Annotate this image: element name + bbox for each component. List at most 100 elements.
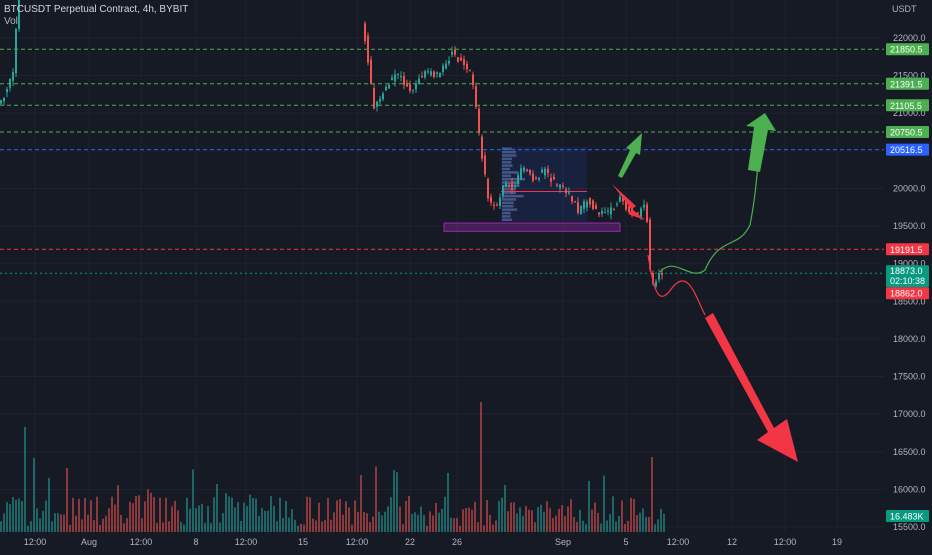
- volume-bar: [60, 514, 62, 532]
- volume-bar: [408, 496, 410, 532]
- volume-bar: [129, 501, 131, 532]
- candle: [622, 196, 624, 202]
- volume-bar: [414, 512, 416, 532]
- volume-bar: [627, 520, 629, 532]
- volume-bar: [462, 509, 464, 532]
- volume-bar: [291, 509, 293, 532]
- support-box: [443, 222, 621, 232]
- volume-bar: [303, 524, 305, 532]
- volume-bar: [405, 500, 407, 532]
- volume-bar: [654, 524, 656, 532]
- volume-bar: [624, 523, 626, 532]
- candle: [391, 77, 393, 81]
- volume-bar: [15, 499, 17, 532]
- volume-bar: [216, 484, 218, 532]
- volume-bar: [234, 507, 236, 532]
- volume-bar: [633, 498, 635, 532]
- volume-bar: [375, 466, 377, 532]
- volume-bar: [606, 520, 608, 532]
- candle: [457, 57, 459, 62]
- volume-bar: [267, 510, 269, 532]
- volume-bar: [27, 525, 29, 532]
- volume-bar: [465, 508, 467, 532]
- candle: [580, 205, 582, 215]
- candle: [469, 70, 471, 72]
- volume-bar: [486, 500, 488, 532]
- volume-bar: [108, 508, 110, 532]
- candle: [394, 74, 396, 82]
- volume-bar: [261, 508, 263, 532]
- volume-bar: [315, 520, 317, 532]
- candle: [496, 204, 498, 206]
- volume-bar: [363, 511, 365, 532]
- volume-bar: [123, 523, 125, 532]
- volume-bar: [453, 518, 455, 532]
- volume-bar: [513, 502, 515, 532]
- candle: [421, 76, 423, 78]
- volume-bar: [603, 475, 605, 532]
- candle: [643, 204, 645, 208]
- price-level-tag-bg: [886, 143, 929, 156]
- volume-bar: [279, 497, 281, 532]
- volume-bar: [570, 499, 572, 532]
- price-level-tag-bg: [886, 125, 929, 138]
- candle: [499, 197, 501, 206]
- volume-bar: [597, 512, 599, 532]
- volume-bar: [441, 508, 443, 532]
- candle: [454, 49, 456, 55]
- volume-bar: [534, 522, 536, 532]
- volume-bar: [585, 524, 587, 532]
- volume-bar: [342, 514, 344, 532]
- candle: [3, 97, 5, 102]
- volume-bar: [411, 513, 413, 532]
- time-tick-label: 22: [405, 537, 415, 547]
- current-price-tag-bg: [886, 265, 929, 288]
- price-tick-label: 17500.0: [893, 372, 926, 382]
- volume-bar: [18, 498, 20, 532]
- volume-bar: [177, 510, 179, 532]
- volume-bar: [144, 501, 146, 532]
- volume-bar: [75, 515, 77, 532]
- volume-bar: [657, 519, 659, 532]
- candle: [412, 89, 414, 91]
- volume-bar: [252, 498, 254, 532]
- candle: [517, 175, 519, 185]
- volume-bar: [114, 504, 116, 532]
- volume-bar: [582, 520, 584, 532]
- price-level-tag-bg: [886, 77, 929, 90]
- time-tick-label: Aug: [81, 537, 97, 547]
- volume-bar: [459, 525, 461, 532]
- volume-profile-bar: [502, 208, 518, 211]
- time-tick-label: 5: [623, 537, 628, 547]
- volume-bar: [588, 480, 590, 532]
- candle: [484, 155, 486, 175]
- volume-bar: [48, 477, 50, 532]
- candle: [577, 202, 579, 214]
- volume-bar: [600, 523, 602, 532]
- candle: [460, 57, 462, 61]
- candle: [418, 78, 420, 85]
- price-axis: USDT22000.021500.021000.020500.020000.01…: [884, 0, 932, 550]
- volume-bar: [0, 521, 2, 532]
- volume-bar: [546, 501, 548, 532]
- volume-bar: [195, 508, 197, 532]
- volume-bar: [312, 518, 314, 532]
- volume-bar: [357, 511, 359, 532]
- price-level-tag: 21391.5: [890, 79, 923, 89]
- volume-bar: [285, 500, 287, 532]
- candle: [541, 169, 543, 173]
- volume-bar: [69, 524, 71, 532]
- candle: [382, 93, 384, 100]
- candle: [610, 207, 612, 215]
- candle: [451, 51, 453, 55]
- volume-bar: [117, 485, 119, 532]
- time-tick-label: 26: [452, 537, 462, 547]
- volume-bar: [189, 508, 191, 532]
- symbol-title[interactable]: BTCUSDT Perpetual Contract, 4h, BYBIT: [4, 4, 189, 15]
- volume-bar: [9, 504, 11, 532]
- volume-profile-bar: [502, 218, 513, 222]
- volume-bar: [468, 507, 470, 532]
- volume-bar: [531, 510, 533, 532]
